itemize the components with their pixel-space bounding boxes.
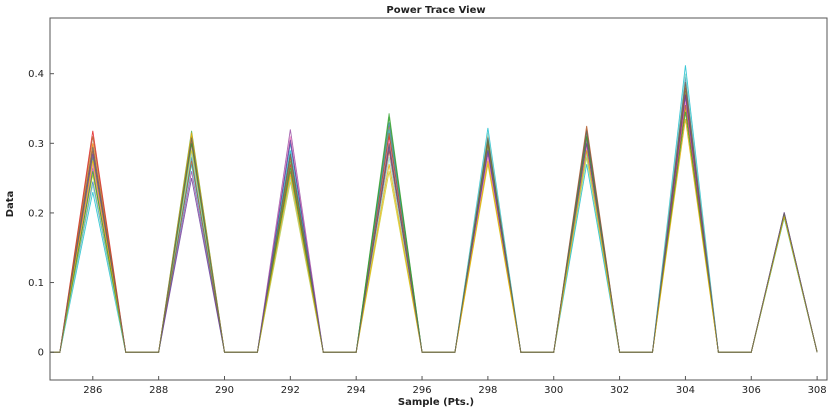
x-axis-label: Sample (Pts.) xyxy=(398,397,474,408)
x-tick-label: 306 xyxy=(742,385,761,396)
x-tick-label: 304 xyxy=(676,385,695,396)
y-axis: 0 0.1 0.2 0.3 0.4 xyxy=(28,69,54,359)
plot-area-border xyxy=(49,17,828,381)
y-tick-label: 0.1 xyxy=(28,278,44,289)
y-tick-label: 0.3 xyxy=(28,139,44,150)
chart-title: Power Trace View xyxy=(386,5,485,16)
x-tick-label: 300 xyxy=(544,385,563,396)
x-tick-label: 302 xyxy=(610,385,629,396)
y-tick-label: 0 xyxy=(38,348,44,359)
trace-line-11 xyxy=(50,104,818,353)
series-layer xyxy=(50,65,818,353)
x-tick-label: 308 xyxy=(808,385,827,396)
x-axis: 286 288 290 292 294 296 298 300 302 304 306 308 xyxy=(83,376,827,396)
plot-frame xyxy=(49,17,828,381)
x-tick-label: 290 xyxy=(215,385,234,396)
y-tick-label: 0.4 xyxy=(28,69,44,80)
x-tick-label: 298 xyxy=(478,385,497,396)
x-tick-label: 288 xyxy=(149,385,168,396)
x-tick-label: 292 xyxy=(281,385,300,396)
y-tick-label: 0.2 xyxy=(28,208,44,219)
y-axis-label: Data xyxy=(5,191,16,218)
x-tick-label: 296 xyxy=(412,385,431,396)
trace-line-15 xyxy=(50,81,818,353)
x-tick-label: 294 xyxy=(347,385,366,396)
x-tick-label: 286 xyxy=(83,385,102,396)
